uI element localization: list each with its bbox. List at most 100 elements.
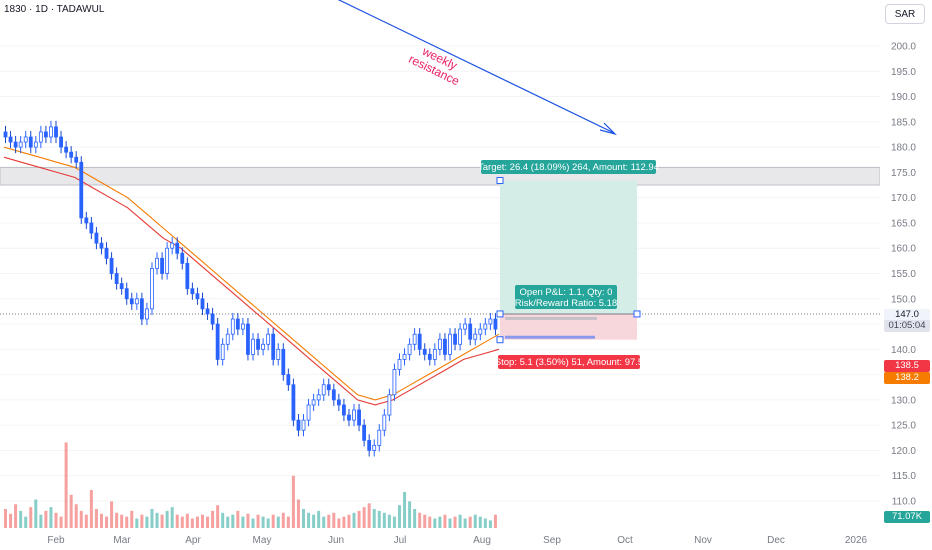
candle-body[interactable]: [8, 136, 13, 143]
candle-body[interactable]: [165, 247, 170, 274]
candle-body[interactable]: [129, 298, 134, 305]
candle-body[interactable]: [311, 399, 316, 406]
candle-body[interactable]: [240, 323, 245, 330]
candle-body[interactable]: [347, 414, 351, 421]
drag-handle[interactable]: [496, 336, 504, 344]
candle-body[interactable]: [342, 404, 346, 416]
candle-body[interactable]: [352, 409, 356, 421]
candle-body[interactable]: [326, 384, 331, 391]
candle-body[interactable]: [155, 257, 159, 269]
candle-body[interactable]: [493, 318, 498, 330]
candle-body[interactable]: [180, 252, 185, 264]
candle-body[interactable]: [28, 136, 33, 148]
candle-body[interactable]: [160, 257, 164, 274]
candle-body[interactable]: [377, 429, 382, 446]
candle-body[interactable]: [301, 419, 306, 431]
candle-body[interactable]: [382, 414, 387, 431]
candle-body[interactable]: [463, 323, 468, 330]
candle-body[interactable]: [437, 338, 442, 350]
candle-body[interactable]: [316, 394, 321, 401]
candle-body[interactable]: [84, 217, 89, 224]
candle-body[interactable]: [256, 338, 260, 350]
candle-body[interactable]: [422, 348, 427, 355]
candle-body[interactable]: [432, 348, 437, 360]
candle-body[interactable]: [473, 333, 478, 340]
candle-body[interactable]: [74, 156, 79, 163]
candle-body[interactable]: [478, 328, 483, 335]
candle-body[interactable]: [266, 333, 271, 345]
candle-body[interactable]: [246, 323, 250, 355]
candle-body[interactable]: [372, 444, 377, 451]
candle-body[interactable]: [251, 338, 255, 355]
drag-handle[interactable]: [633, 310, 641, 318]
candle-body[interactable]: [89, 222, 94, 234]
candle-body[interactable]: [407, 343, 412, 355]
candle-body[interactable]: [331, 389, 336, 401]
candle-body[interactable]: [392, 369, 397, 396]
candle-body[interactable]: [220, 343, 225, 360]
candle-body[interactable]: [427, 353, 432, 360]
candle-body[interactable]: [387, 394, 392, 416]
candle-body[interactable]: [23, 136, 28, 143]
candle-body[interactable]: [281, 348, 286, 376]
candle-body[interactable]: [367, 439, 372, 451]
candle-body[interactable]: [488, 318, 493, 325]
candle-body[interactable]: [124, 288, 129, 300]
candle-body[interactable]: [49, 126, 53, 138]
candle-body[interactable]: [336, 399, 341, 406]
candle-body[interactable]: [69, 151, 74, 158]
candle-body[interactable]: [230, 318, 235, 335]
candle-body[interactable]: [448, 333, 452, 355]
currency-button[interactable]: SAR: [885, 4, 925, 24]
candle-body[interactable]: [261, 343, 266, 350]
candle-body[interactable]: [150, 268, 154, 310]
candle-body[interactable]: [397, 359, 402, 370]
candle-body[interactable]: [104, 247, 109, 259]
candle-body[interactable]: [458, 328, 462, 345]
long-position-tool[interactable]: Target: 26.4 (18.09%) 264, Amount: 112.9…: [478, 160, 659, 369]
candle-body[interactable]: [235, 318, 240, 330]
candle-body[interactable]: [134, 298, 139, 305]
candle-body[interactable]: [38, 131, 43, 143]
candle-body[interactable]: [215, 323, 220, 360]
candle-body[interactable]: [291, 384, 296, 421]
candle-body[interactable]: [205, 308, 210, 315]
candle-body[interactable]: [3, 131, 8, 138]
candle-body[interactable]: [306, 404, 311, 421]
candle-body[interactable]: [362, 424, 367, 441]
candle-body[interactable]: [271, 333, 276, 360]
candle-body[interactable]: [296, 419, 301, 431]
candle-body[interactable]: [119, 283, 124, 290]
candle-body[interactable]: [18, 141, 23, 148]
drag-handle[interactable]: [496, 310, 504, 318]
candle-body[interactable]: [417, 333, 422, 350]
candle-body[interactable]: [114, 273, 119, 285]
candle-body[interactable]: [443, 338, 447, 355]
candle-body[interactable]: [59, 136, 63, 148]
candle-body[interactable]: [94, 232, 99, 244]
candle-body[interactable]: [175, 242, 180, 254]
candle-body[interactable]: [185, 262, 190, 290]
candle-body[interactable]: [276, 348, 281, 360]
candle-body[interactable]: [64, 146, 69, 153]
candle-body[interactable]: [44, 131, 48, 138]
candle-body[interactable]: [225, 333, 230, 345]
candle-body[interactable]: [190, 288, 195, 295]
candle-body[interactable]: [357, 409, 361, 426]
candle-body[interactable]: [54, 126, 58, 138]
candle-body[interactable]: [79, 161, 84, 219]
drag-handle[interactable]: [496, 176, 504, 184]
candle-body[interactable]: [33, 141, 38, 148]
candle-body[interactable]: [321, 384, 326, 396]
candle-body[interactable]: [99, 242, 104, 249]
price-axis[interactable]: 200.0 195.0 190.0 185.0 180.0 175.0 170.0 165.0…: [880, 0, 932, 550]
candle-body[interactable]: [170, 242, 175, 249]
candle-body[interactable]: [453, 333, 457, 345]
candle-body[interactable]: [200, 298, 205, 310]
candle-body[interactable]: [145, 308, 149, 320]
trendline-line[interactable]: [335, 0, 615, 134]
candle-body[interactable]: [286, 374, 291, 386]
candle-body[interactable]: [210, 313, 215, 325]
candle-body[interactable]: [139, 298, 144, 320]
